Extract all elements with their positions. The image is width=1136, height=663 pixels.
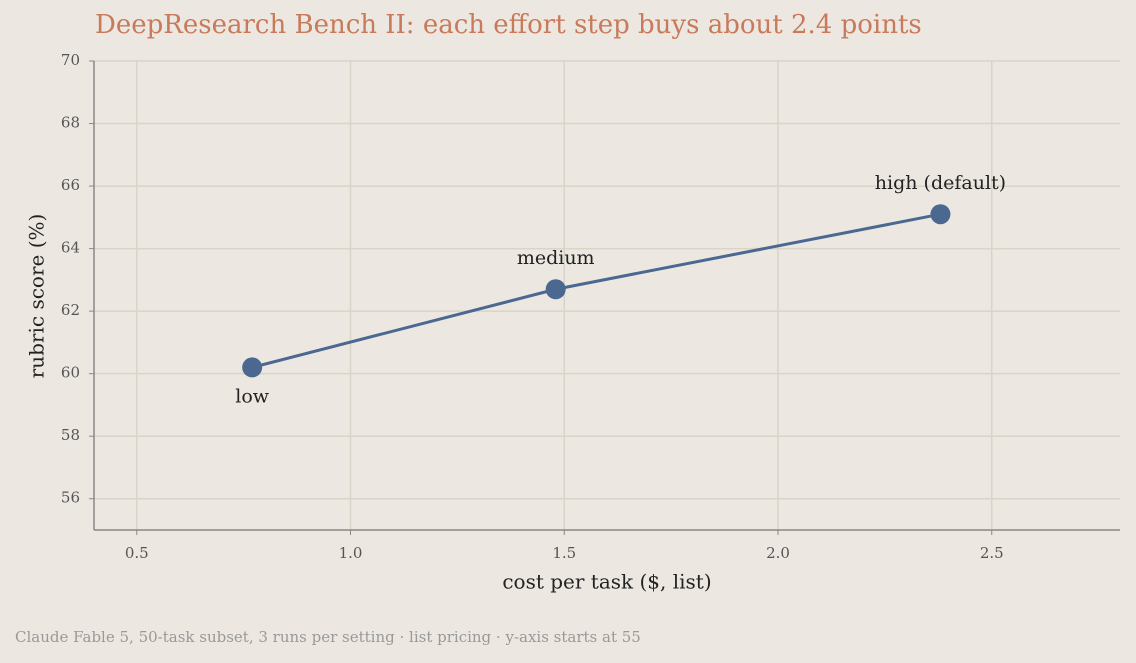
x-tick-label: 2.0 [766, 544, 790, 562]
y-tick-label: 56 [61, 489, 80, 507]
x-tick-label: 1.0 [339, 544, 363, 562]
x-tick-label: 0.5 [125, 544, 149, 562]
y-tick-label: 64 [61, 239, 80, 257]
point [930, 204, 951, 225]
y-tick-label: 68 [61, 114, 80, 132]
x-tick-label: 1.5 [552, 544, 576, 562]
x-tick-label: 2.5 [980, 544, 1004, 562]
y-tick-label: 58 [61, 426, 80, 444]
point [242, 357, 263, 378]
y-axis-label: rubric score (%) [25, 214, 49, 379]
point-label: high (default) [875, 172, 1006, 194]
y-tick-label: 62 [61, 301, 80, 319]
point-label: low [235, 385, 270, 407]
y-tick-label: 70 [61, 51, 80, 69]
chart-title: DeepResearch Bench II: each effort step … [95, 10, 922, 40]
y-tick-label: 66 [61, 176, 80, 194]
point [545, 279, 566, 300]
point-label: medium [517, 247, 595, 269]
y-tick-label: 60 [61, 364, 80, 382]
footnote: Claude Fable 5, 50-task subset, 3 runs p… [15, 628, 641, 646]
x-axis-label: cost per task ($, list) [502, 570, 711, 594]
